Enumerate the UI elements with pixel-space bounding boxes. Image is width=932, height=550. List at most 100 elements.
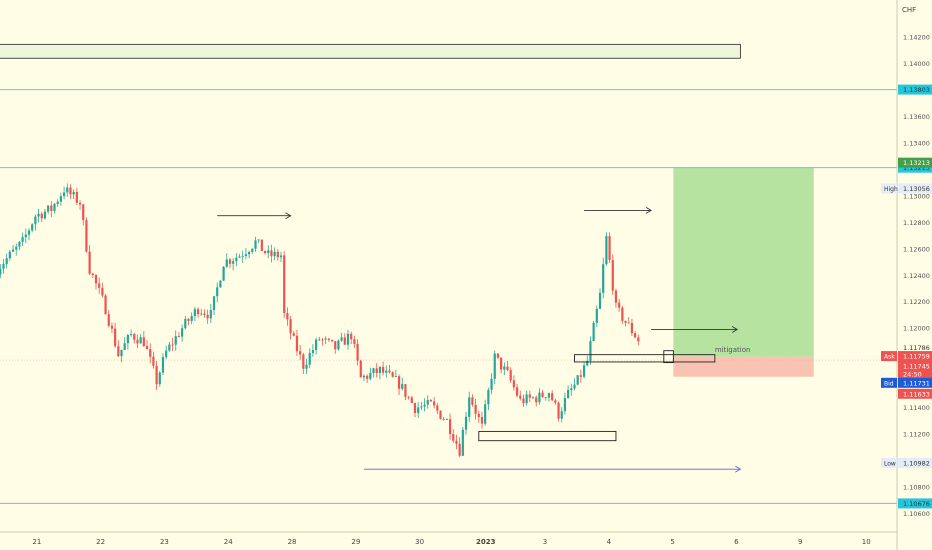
candle-body <box>404 384 407 397</box>
candle-body <box>627 322 630 324</box>
candle-body <box>484 404 487 424</box>
candle-body <box>576 375 579 385</box>
candle-body <box>535 397 538 403</box>
zones-layer <box>0 43 814 377</box>
candle-body <box>94 275 98 284</box>
candle-body <box>563 397 567 412</box>
candle-body <box>50 205 53 211</box>
arrow-right-high-head <box>645 207 652 214</box>
candle-body <box>538 392 541 403</box>
supply-zone[interactable] <box>0 43 741 59</box>
candle-body <box>442 418 445 420</box>
small-box[interactable] <box>663 350 674 364</box>
candle-body <box>340 337 343 341</box>
candle-body <box>184 318 187 329</box>
candle-body <box>225 259 228 267</box>
long-loss-zone[interactable] <box>673 356 814 377</box>
candle-body <box>621 307 624 321</box>
candle-body <box>637 337 640 342</box>
candle-body <box>522 398 525 404</box>
candle-body <box>630 323 634 334</box>
time-tick-label: 4 <box>607 538 612 546</box>
price-tag <box>898 351 932 362</box>
candle-body <box>31 224 34 231</box>
demand-box[interactable] <box>478 430 617 442</box>
price-tag-prefix-bg <box>881 351 897 362</box>
candle-body <box>337 340 340 350</box>
price-tick-label: 1.13400 <box>903 139 930 147</box>
candle-body <box>165 350 168 358</box>
candle-body <box>503 366 506 370</box>
candle-body <box>248 251 251 255</box>
time-axis[interactable]: 21 22 23 24 28 29 30 2023 3 4 5 6 9 10 <box>0 531 897 546</box>
candle-body <box>461 429 464 456</box>
candle-body <box>69 187 72 195</box>
candle-body <box>104 295 107 315</box>
candle-body <box>369 372 372 379</box>
candle-body <box>557 402 560 419</box>
price-tag-prefix: Ask <box>884 354 895 361</box>
candle-body <box>72 191 75 195</box>
price-tick-label: 1.12800 <box>903 219 930 227</box>
time-tick-label: 3 <box>543 538 547 546</box>
candle-body <box>66 187 69 193</box>
price-tag <box>898 183 932 194</box>
candle-body <box>260 239 263 252</box>
candle-body <box>330 339 334 342</box>
candle-body <box>595 308 598 323</box>
candle-body <box>426 399 429 405</box>
price-tick-label: 1.13600 <box>903 113 930 121</box>
candle-body <box>589 341 592 361</box>
candle-body <box>276 251 279 258</box>
price-tag <box>898 388 932 399</box>
candle-body <box>515 387 519 396</box>
candle-body <box>362 375 366 378</box>
candle-body <box>372 368 375 373</box>
candle-body <box>88 251 91 274</box>
candle-body <box>308 353 311 365</box>
price-tick-label: 1.14200 <box>903 34 930 42</box>
candle-body <box>53 203 56 211</box>
candle-body <box>541 392 544 398</box>
candle-body <box>346 333 350 345</box>
price-tag-label: 1.11633 <box>903 390 930 398</box>
candle-body <box>433 401 436 406</box>
candle-body <box>238 256 241 258</box>
candle-body <box>196 309 200 314</box>
candle-body <box>318 339 321 341</box>
mitigation-box[interactable] <box>574 354 716 363</box>
candle-body <box>582 365 586 377</box>
candle-body <box>75 191 78 203</box>
candle-body <box>91 273 94 276</box>
candle-body <box>168 344 171 351</box>
arrow-left-high-head <box>285 212 292 220</box>
candle-body <box>359 360 362 378</box>
candle-body <box>302 354 305 369</box>
quote-currency-label: CHF <box>902 6 916 14</box>
candle-body <box>283 255 286 313</box>
candle-body <box>292 333 295 336</box>
price-tag-prefix-bg <box>881 183 897 194</box>
candle-body <box>388 370 391 373</box>
long-profit-zone[interactable] <box>673 167 814 357</box>
candle-body <box>634 333 637 338</box>
candle-body <box>228 259 232 264</box>
candle-body <box>605 236 608 265</box>
candle-body <box>142 337 145 347</box>
candle-body <box>37 213 40 217</box>
drawings-layer[interactable]: mitigation <box>217 207 750 473</box>
price-tick-label: 1.10600 <box>903 510 930 518</box>
time-tick-label: 28 <box>288 538 297 546</box>
candle-body <box>107 314 110 326</box>
candle-body <box>47 205 50 212</box>
candle-body <box>190 316 193 321</box>
candle-body <box>375 368 378 373</box>
candle-body <box>570 388 573 390</box>
candle-body <box>279 255 283 258</box>
candle-body <box>519 395 522 399</box>
candle-body <box>59 196 62 202</box>
candle-body <box>525 394 528 404</box>
candle-body <box>311 350 315 354</box>
price-axis[interactable]: CHF 1.142001.140001.136001.134001.130001… <box>881 0 932 550</box>
